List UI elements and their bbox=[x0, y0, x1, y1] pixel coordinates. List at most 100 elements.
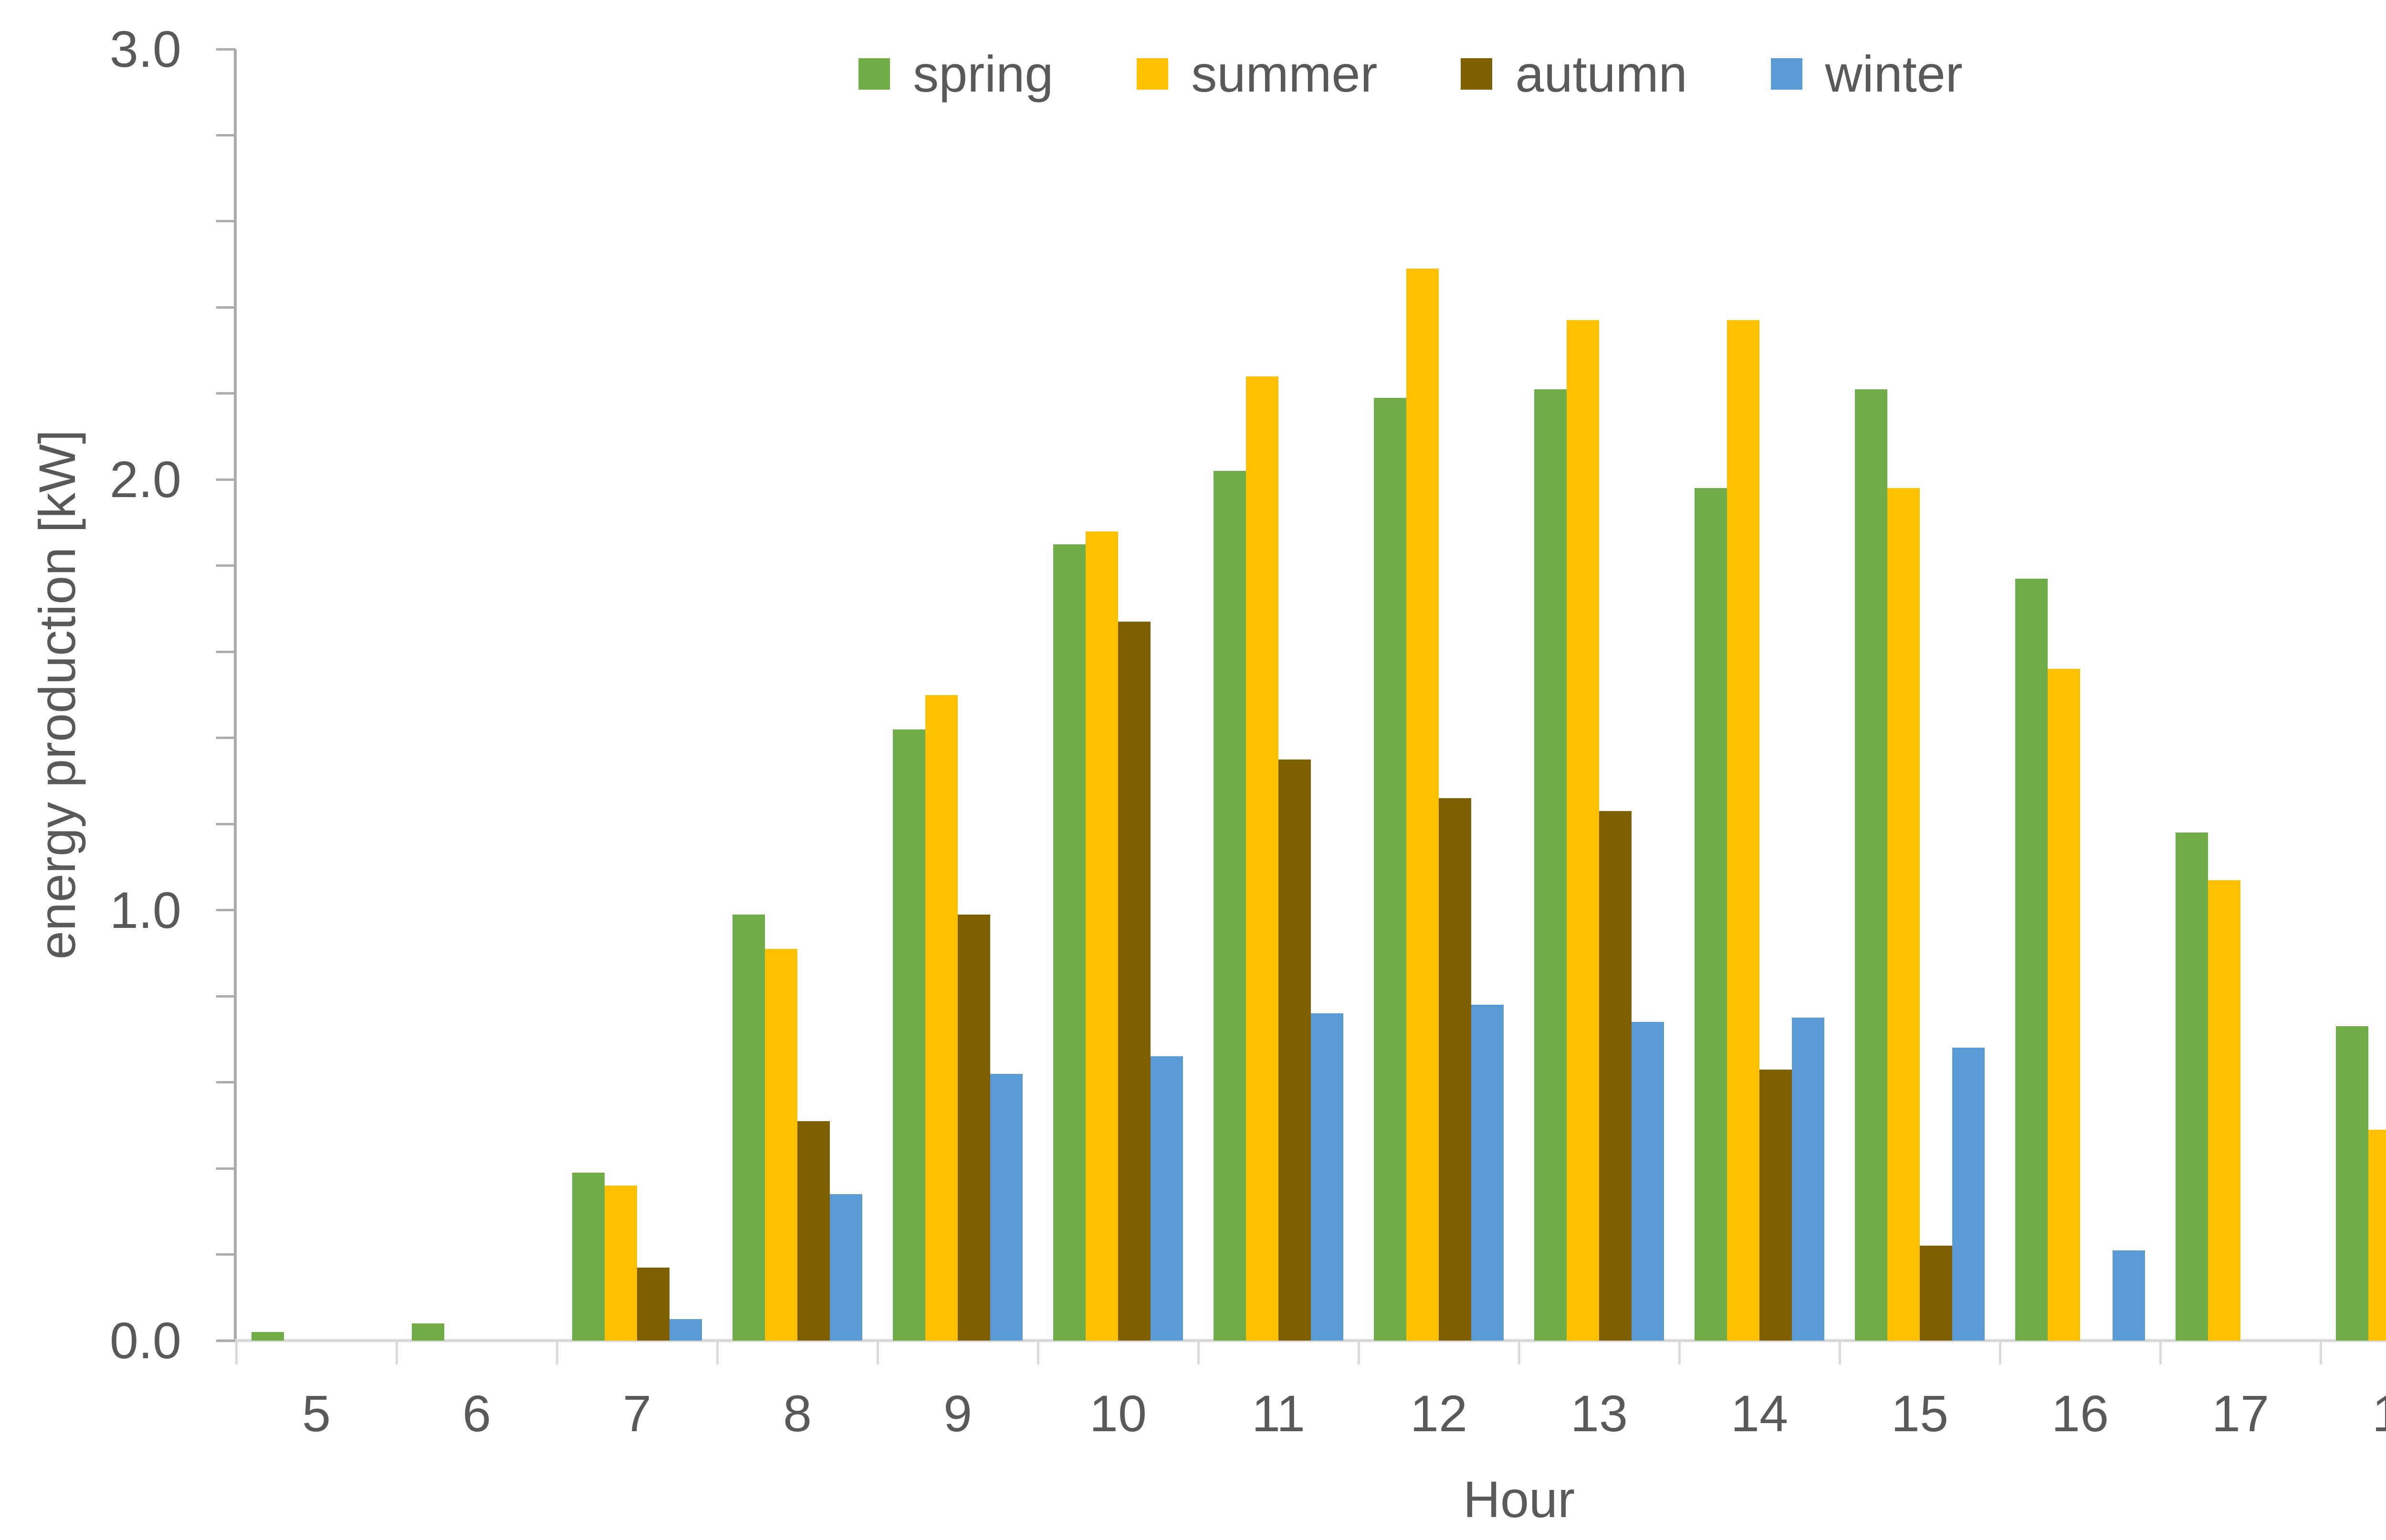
x-axis-tick bbox=[235, 1342, 238, 1364]
y-axis-tick bbox=[216, 134, 235, 136]
x-axis-tick bbox=[716, 1342, 719, 1364]
y-axis-tick bbox=[216, 1339, 235, 1342]
bar-spring-hour-7 bbox=[572, 1173, 605, 1341]
x-axis-tick bbox=[395, 1342, 398, 1364]
legend-label-summer: summer bbox=[1191, 45, 1378, 103]
legend-item-winter: winter bbox=[1770, 43, 1963, 105]
bar-autumn-hour-10 bbox=[1118, 622, 1151, 1341]
y-axis-tick bbox=[216, 1081, 235, 1084]
y-axis-tick bbox=[216, 48, 235, 51]
bar-winter-hour-16 bbox=[2113, 1250, 2145, 1341]
bar-summer-hour-14 bbox=[1727, 320, 1759, 1341]
bar-spring-hour-10 bbox=[1053, 544, 1086, 1341]
x-axis-tick bbox=[555, 1342, 558, 1364]
y-axis-tick bbox=[216, 650, 235, 653]
legend-swatch-autumn bbox=[1461, 58, 1493, 90]
bar-winter-hour-10 bbox=[1151, 1056, 1183, 1341]
legend-swatch-winter bbox=[1770, 58, 1802, 90]
x-axis-tick bbox=[1036, 1342, 1039, 1364]
bar-autumn-hour-7 bbox=[637, 1268, 670, 1341]
bar-winter-hour-11 bbox=[1311, 1013, 1343, 1341]
x-axis-tick bbox=[876, 1342, 879, 1364]
x-axis-tick bbox=[1678, 1342, 1681, 1364]
bar-winter-hour-8 bbox=[830, 1194, 862, 1341]
x-axis-tick bbox=[1517, 1342, 1520, 1364]
x-axis-tick bbox=[1838, 1342, 1841, 1364]
x-axis-tick-label: 7 bbox=[622, 1384, 652, 1442]
y-axis-tick bbox=[216, 995, 235, 998]
bar-spring-hour-16 bbox=[2015, 579, 2048, 1341]
bar-autumn-hour-15 bbox=[1920, 1246, 1952, 1341]
y-axis-tick bbox=[216, 306, 235, 309]
x-axis-tick-label: 5 bbox=[302, 1384, 331, 1442]
bar-autumn-hour-13 bbox=[1599, 811, 1632, 1341]
legend-swatch-spring bbox=[858, 58, 890, 90]
y-axis-tick bbox=[216, 822, 235, 825]
x-axis-line bbox=[217, 1339, 2386, 1342]
x-axis-tick bbox=[1999, 1342, 2001, 1364]
bar-summer-hour-18 bbox=[2368, 1130, 2386, 1341]
bar-spring-hour-17 bbox=[2176, 832, 2208, 1341]
x-axis-tick-label: 8 bbox=[783, 1384, 812, 1442]
bar-spring-hour-15 bbox=[1855, 389, 1887, 1341]
bar-summer-hour-9 bbox=[925, 695, 958, 1341]
x-axis-tick-label: 16 bbox=[2051, 1384, 2109, 1442]
y-axis-line bbox=[234, 49, 237, 1342]
bar-summer-hour-11 bbox=[1246, 376, 1278, 1341]
x-axis-tick-label: 10 bbox=[1089, 1384, 1147, 1442]
bar-winter-hour-7 bbox=[670, 1319, 702, 1341]
bar-summer-hour-17 bbox=[2208, 880, 2240, 1341]
bar-summer-hour-8 bbox=[765, 949, 797, 1341]
bar-spring-hour-5 bbox=[251, 1332, 284, 1341]
legend-item-summer: summer bbox=[1137, 43, 1377, 105]
x-axis-tick-label: 9 bbox=[943, 1384, 973, 1442]
x-axis-tick-label: 12 bbox=[1410, 1384, 1468, 1442]
bar-spring-hour-11 bbox=[1214, 471, 1246, 1341]
bar-spring-hour-14 bbox=[1695, 488, 1727, 1341]
y-axis-tick bbox=[216, 478, 235, 481]
bar-winter-hour-15 bbox=[1952, 1048, 1985, 1341]
legend-label-spring: spring bbox=[913, 45, 1054, 103]
bar-summer-hour-10 bbox=[1086, 531, 1118, 1341]
y-axis-tick-label: 0.0 bbox=[109, 1311, 181, 1369]
legend-swatch-summer bbox=[1137, 58, 1169, 90]
y-axis-tick bbox=[216, 1167, 235, 1170]
bar-spring-hour-9 bbox=[893, 729, 925, 1341]
y-axis-tick-label: 1.0 bbox=[109, 881, 181, 939]
x-axis-tick bbox=[1197, 1342, 1200, 1364]
bar-summer-hour-7 bbox=[605, 1186, 637, 1341]
y-axis-tick-label: 2.0 bbox=[109, 450, 181, 509]
bar-autumn-hour-9 bbox=[958, 915, 990, 1341]
y-axis-tick bbox=[216, 220, 235, 223]
bar-spring-hour-8 bbox=[733, 915, 765, 1341]
x-axis-tick-label: 15 bbox=[1891, 1384, 1949, 1442]
x-axis-tick-label: 14 bbox=[1730, 1384, 1789, 1442]
x-axis-tick bbox=[1357, 1342, 1360, 1364]
y-axis-tick bbox=[216, 564, 235, 567]
legend-label-autumn: autumn bbox=[1515, 45, 1687, 103]
bar-summer-hour-15 bbox=[1887, 488, 1920, 1341]
legend-item-autumn: autumn bbox=[1461, 43, 1687, 105]
bar-autumn-hour-12 bbox=[1439, 798, 1471, 1341]
bar-winter-hour-12 bbox=[1471, 1005, 1504, 1341]
bar-spring-hour-12 bbox=[1374, 398, 1406, 1341]
x-axis-tick-label: 18 bbox=[2321, 1386, 2386, 1441]
bar-summer-hour-12 bbox=[1406, 269, 1439, 1341]
y-axis-tick bbox=[216, 737, 235, 739]
bar-winter-hour-9 bbox=[990, 1074, 1023, 1341]
y-axis-tick bbox=[216, 1253, 235, 1256]
legend: spring summer autumn winter bbox=[0, 43, 2386, 105]
bar-spring-hour-13 bbox=[1534, 389, 1567, 1341]
x-axis-tick-label: 11 bbox=[1251, 1384, 1306, 1442]
bar-autumn-hour-8 bbox=[797, 1121, 830, 1341]
x-axis-tick-label: 6 bbox=[462, 1384, 492, 1442]
bar-summer-hour-13 bbox=[1567, 320, 1599, 1341]
legend-item-spring: spring bbox=[858, 43, 1053, 105]
bar-autumn-hour-14 bbox=[1759, 1070, 1792, 1341]
x-axis-tick bbox=[2319, 1342, 2322, 1364]
y-axis-tick bbox=[216, 909, 235, 912]
bar-autumn-hour-11 bbox=[1278, 760, 1311, 1341]
bar-summer-hour-16 bbox=[2048, 669, 2080, 1341]
